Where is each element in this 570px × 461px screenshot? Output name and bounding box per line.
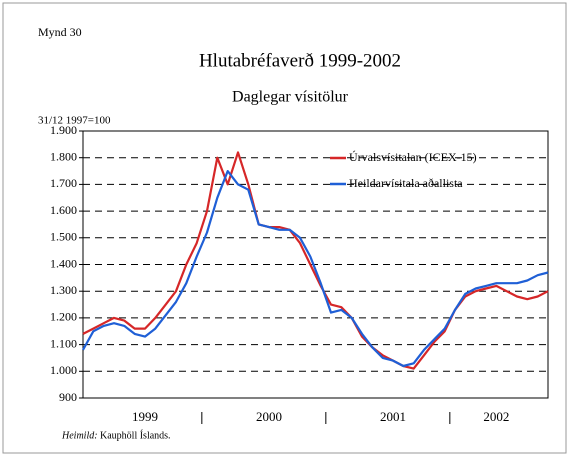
y-tick-label: 1.100	[50, 336, 77, 350]
y-tick-label: 1.400	[50, 256, 77, 270]
source-label: Heimild:	[61, 430, 98, 441]
source: Kauphöll Íslands.	[100, 429, 171, 441]
y-axis-label: 31/12 1997=100	[38, 115, 111, 127]
y-tick-label: 1.500	[50, 230, 77, 244]
y-tick-label: 1.200	[50, 310, 77, 324]
y-tick-label: 1.700	[50, 176, 77, 190]
chart-title: Hlutabréfaverð 1999-2002	[199, 50, 401, 71]
series-line	[82, 151, 549, 370]
legend-label: Heildarvísitala aðallista	[349, 176, 463, 190]
y-tick-label: 1.000	[50, 363, 77, 377]
plot-area	[82, 130, 549, 399]
series-line	[82, 170, 549, 368]
legend-label: Úrvalsvísitalan (ICEX-15)	[349, 150, 477, 164]
frame	[2, 2, 567, 454]
y-tick-label: 1.800	[50, 149, 77, 163]
x-tick-label: 2001	[380, 409, 406, 424]
y-tick-label: 900	[59, 390, 77, 404]
y-tick-label: 1.300	[50, 283, 77, 297]
x-tick-label: 1999	[132, 409, 158, 424]
x-tick-label: 2002	[483, 409, 509, 424]
chart-subtitle: Daglegar vísitölur	[232, 89, 349, 106]
y-tick-label: 1.900	[50, 123, 77, 137]
x-tick-label: 2000	[256, 409, 282, 424]
y-tick-label: 1.600	[50, 203, 77, 217]
figure-label: Mynd 30	[38, 25, 82, 39]
